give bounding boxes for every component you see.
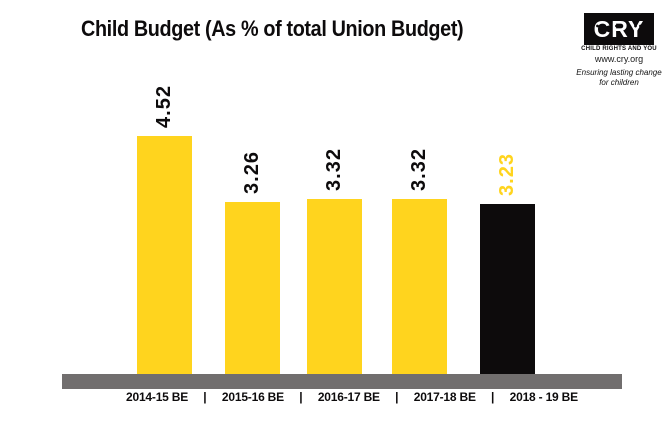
cry-logo: CRY CHILD RIGHTS AND YOU www.cry.org Ens… (570, 13, 668, 88)
x-axis-label: 2017-18 BE (413, 390, 476, 404)
x-label-separator: | (299, 390, 303, 404)
bar-group: 3.32 (392, 148, 447, 374)
cry-logo-icon: CRY (584, 13, 654, 45)
bar-group: 3.26 (225, 151, 280, 374)
cry-slogan-line1: Ensuring lasting change (576, 68, 662, 77)
bar-group: 3.23 (480, 153, 535, 374)
x-axis-label: 2014-15 BE (126, 390, 189, 404)
bar-value-label: 3.32 (408, 148, 430, 191)
cry-logo-name: CHILD RIGHTS AND YOU (581, 46, 657, 52)
bar (480, 204, 535, 374)
x-axis-baseline (62, 374, 622, 389)
bar-group: 4.52 (137, 85, 192, 374)
svg-text:CRY: CRY (594, 16, 645, 42)
x-axis-label: 2015-16 BE (221, 390, 284, 404)
cry-slogan: Ensuring lasting change for children (570, 68, 668, 88)
chart-title: Child Budget (As % of total Union Budget… (81, 16, 464, 41)
bar-value-label: 3.23 (496, 153, 518, 196)
x-axis-labels: 2014-15 BE | 2015-16 BE | 2016-17 BE | 2017-18… (126, 390, 578, 404)
bar-value-label: 3.26 (241, 151, 263, 194)
cry-website: www.cry.org (594, 54, 644, 64)
x-label-separator: | (491, 390, 495, 404)
x-label-separator: | (203, 390, 207, 404)
bar-value-label: 4.52 (153, 85, 175, 128)
x-axis-label: 2018 - 19 BE (509, 390, 579, 404)
bar (137, 136, 192, 374)
x-label-separator: | (395, 390, 399, 404)
bar (225, 202, 280, 374)
bar-group: 3.32 (307, 148, 362, 374)
bar (392, 199, 447, 374)
bar-value-label: 3.32 (323, 148, 345, 191)
bar (307, 199, 362, 374)
cry-slogan-line2: for children (599, 78, 639, 87)
x-axis-label: 2016-17 BE (317, 390, 380, 404)
